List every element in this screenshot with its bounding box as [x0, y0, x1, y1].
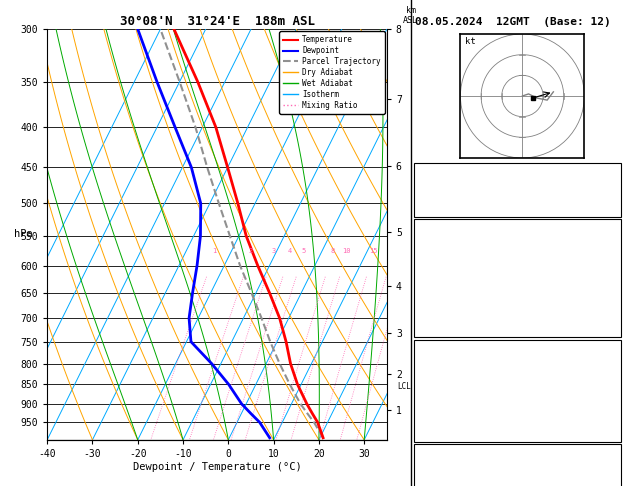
- Text: 2: 2: [249, 248, 253, 254]
- Text: 994: 994: [598, 362, 616, 372]
- Text: 5: 5: [610, 289, 616, 299]
- Text: 4: 4: [288, 248, 292, 254]
- Text: 1: 1: [212, 248, 216, 254]
- Text: LCL: LCL: [397, 382, 411, 391]
- Title: 30°08'N  31°24'E  188m ASL: 30°08'N 31°24'E 188m ASL: [120, 15, 314, 28]
- Text: 10: 10: [342, 248, 351, 254]
- Text: θₑ(K): θₑ(K): [420, 273, 452, 283]
- Text: 08.05.2024  12GMT  (Base: 12): 08.05.2024 12GMT (Base: 12): [415, 17, 611, 27]
- Text: CAPE (J): CAPE (J): [420, 410, 470, 420]
- Text: θₑ (K): θₑ (K): [420, 378, 458, 388]
- Text: 3: 3: [272, 248, 276, 254]
- Text: 0: 0: [610, 426, 616, 436]
- Text: 8: 8: [330, 248, 335, 254]
- Text: Hodograph: Hodograph: [489, 450, 546, 460]
- Text: CIN (J): CIN (J): [420, 321, 464, 331]
- Text: Surface: Surface: [496, 225, 540, 235]
- Text: 15: 15: [369, 248, 377, 254]
- Text: Lifted Index: Lifted Index: [420, 394, 495, 404]
- Text: 0: 0: [610, 305, 616, 315]
- Text: Pressure (mb): Pressure (mb): [420, 362, 501, 372]
- Text: PW (cm): PW (cm): [420, 201, 464, 211]
- Text: 315: 315: [598, 273, 616, 283]
- Text: 8.9: 8.9: [598, 257, 616, 267]
- Text: 7: 7: [610, 169, 616, 179]
- Text: hPa: hPa: [14, 229, 33, 240]
- Text: CIN (J): CIN (J): [420, 426, 464, 436]
- Text: Lifted Index: Lifted Index: [420, 289, 495, 299]
- Legend: Temperature, Dewpoint, Parcel Trajectory, Dry Adiabat, Wet Adiabat, Isotherm, Mi: Temperature, Dewpoint, Parcel Trajectory…: [279, 32, 384, 114]
- Text: 0: 0: [610, 410, 616, 420]
- Text: 315: 315: [598, 378, 616, 388]
- Text: 20.7: 20.7: [591, 241, 616, 251]
- Text: Most Unstable: Most Unstable: [477, 346, 559, 356]
- Text: 5: 5: [301, 248, 306, 254]
- Text: Totals Totals: Totals Totals: [420, 185, 501, 195]
- Text: km
ASL: km ASL: [403, 6, 418, 25]
- X-axis label: Dewpoint / Temperature (°C): Dewpoint / Temperature (°C): [133, 462, 301, 471]
- Text: EH: EH: [420, 466, 433, 476]
- Text: K: K: [420, 169, 426, 179]
- Text: 1.26: 1.26: [591, 201, 616, 211]
- Text: 0: 0: [610, 321, 616, 331]
- Text: CAPE (J): CAPE (J): [420, 305, 470, 315]
- Text: Temp (°C): Temp (°C): [420, 241, 476, 251]
- Text: © weatheronline.co.uk: © weatheronline.co.uk: [463, 471, 576, 480]
- Text: -2: -2: [604, 466, 616, 476]
- Text: 5: 5: [610, 394, 616, 404]
- Text: SREH: SREH: [420, 482, 445, 486]
- Text: Dewp (°C): Dewp (°C): [420, 257, 476, 267]
- Text: 8: 8: [610, 482, 616, 486]
- Text: 37: 37: [604, 185, 616, 195]
- Text: Mixing Ratio (g/kg): Mixing Ratio (g/kg): [440, 183, 449, 286]
- Text: kt: kt: [465, 37, 476, 46]
